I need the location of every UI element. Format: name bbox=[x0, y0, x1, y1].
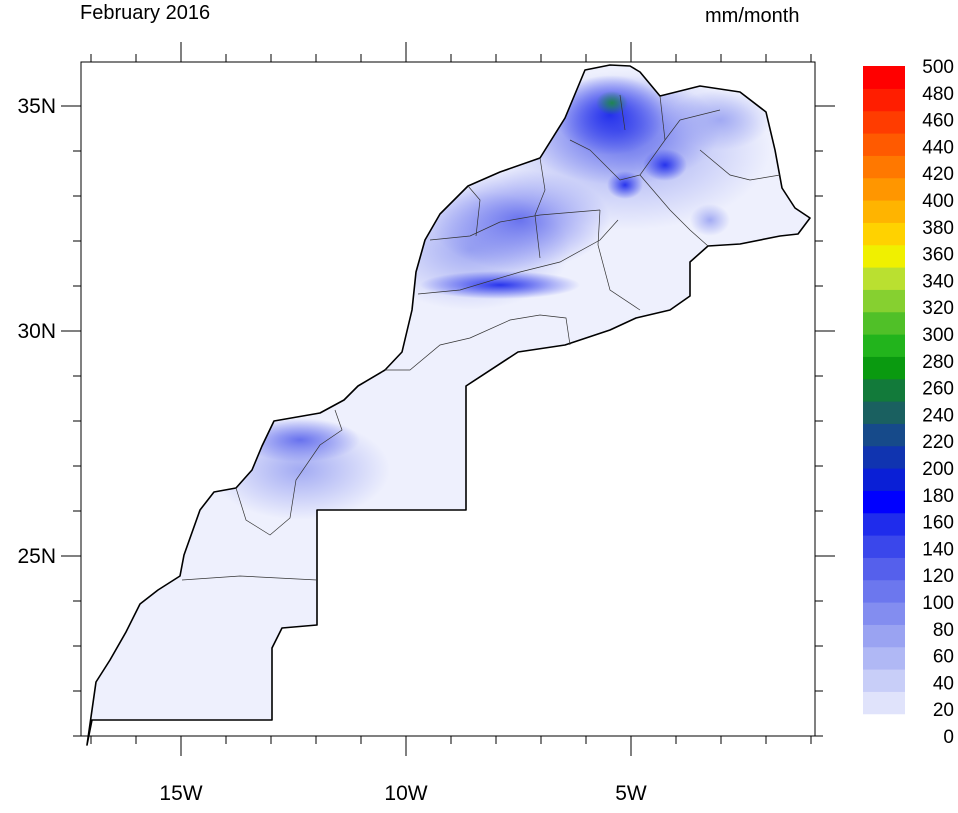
colorbar-swatch bbox=[863, 669, 905, 692]
colorbar-label: 120 bbox=[922, 566, 954, 587]
colorbar-swatch bbox=[863, 401, 905, 424]
colorbar-swatch bbox=[863, 713, 905, 737]
lon-label-15w: 15W bbox=[159, 782, 202, 805]
colorbar-swatch bbox=[863, 490, 905, 514]
colorbar-swatch bbox=[863, 244, 905, 268]
colorbar-label: 140 bbox=[922, 539, 954, 560]
colorbar-swatch bbox=[863, 646, 905, 670]
colorbar-labels: 5004804604404204003803603403203002802602… bbox=[922, 57, 954, 748]
lat-label-30n: 30N bbox=[17, 320, 56, 343]
colorbar-swatch bbox=[863, 557, 905, 581]
colorbar-swatch bbox=[863, 512, 905, 536]
colorbar bbox=[863, 66, 905, 737]
colorbar-label: 260 bbox=[922, 379, 954, 400]
colorbar-swatch bbox=[863, 423, 905, 447]
colorbar-swatch bbox=[863, 334, 905, 357]
colorbar-label: 200 bbox=[922, 459, 954, 480]
colorbar-label: 0 bbox=[943, 727, 954, 748]
colorbar-swatch bbox=[863, 311, 905, 335]
colorbar-label: 40 bbox=[933, 673, 954, 694]
colorbar-swatch bbox=[863, 579, 905, 603]
colorbar-label: 500 bbox=[922, 57, 954, 78]
colorbar-label: 220 bbox=[922, 432, 954, 453]
country-outline bbox=[86, 64, 811, 746]
colorbar-label: 340 bbox=[922, 271, 954, 292]
colorbar-swatch bbox=[863, 200, 905, 223]
colorbar-swatch bbox=[863, 110, 905, 134]
colorbar-swatch bbox=[863, 88, 905, 112]
colorbar-label: 420 bbox=[922, 164, 954, 185]
axis-labels: 35N 30N 25N 15W 10W 5W bbox=[17, 95, 646, 805]
units-label: mm/month bbox=[705, 5, 800, 27]
colorbar-label: 80 bbox=[933, 620, 954, 641]
colorbar-swatch bbox=[863, 66, 905, 89]
lon-label-5w: 5W bbox=[615, 782, 647, 805]
y-ticks bbox=[61, 105, 835, 737]
colorbar-swatch bbox=[863, 535, 905, 558]
colorbar-label: 480 bbox=[922, 84, 954, 105]
colorbar-swatch bbox=[863, 691, 905, 715]
colorbar-label: 380 bbox=[922, 218, 954, 239]
colorbar-label: 180 bbox=[922, 486, 954, 507]
colorbar-label: 320 bbox=[922, 298, 954, 319]
colorbar-label: 100 bbox=[922, 593, 954, 614]
colorbar-swatch bbox=[863, 378, 905, 402]
colorbar-label: 60 bbox=[933, 647, 954, 668]
colorbar-label: 20 bbox=[933, 700, 954, 721]
colorbar-swatch bbox=[863, 133, 905, 156]
precip-field bbox=[87, 65, 810, 736]
colorbar-swatch bbox=[863, 177, 905, 201]
colorbar-label: 160 bbox=[922, 513, 954, 534]
colorbar-label: 440 bbox=[922, 137, 954, 158]
map-title: February 2016 bbox=[80, 2, 211, 24]
colorbar-label: 460 bbox=[922, 111, 954, 132]
plot-frame bbox=[80, 61, 816, 737]
colorbar-swatch bbox=[863, 356, 905, 380]
colorbar-swatch bbox=[863, 155, 905, 179]
colorbar-swatch bbox=[863, 289, 905, 313]
colorbar-swatch bbox=[863, 222, 905, 246]
lat-label-25n: 25N bbox=[17, 545, 56, 568]
colorbar-swatch bbox=[863, 624, 905, 648]
colorbar-label: 360 bbox=[922, 245, 954, 266]
region-boundaries bbox=[181, 94, 781, 581]
colorbar-label: 280 bbox=[922, 352, 954, 373]
colorbar-swatch bbox=[863, 602, 905, 625]
x-ticks bbox=[90, 42, 812, 756]
colorbar-label: 400 bbox=[922, 191, 954, 212]
colorbar-label: 300 bbox=[922, 325, 954, 346]
lat-label-35n: 35N bbox=[17, 95, 56, 118]
lon-label-10w: 10W bbox=[384, 782, 427, 805]
colorbar-swatch bbox=[863, 445, 905, 469]
colorbar-swatch bbox=[863, 468, 905, 491]
colorbar-swatch bbox=[863, 267, 905, 290]
colorbar-label: 240 bbox=[922, 405, 954, 426]
